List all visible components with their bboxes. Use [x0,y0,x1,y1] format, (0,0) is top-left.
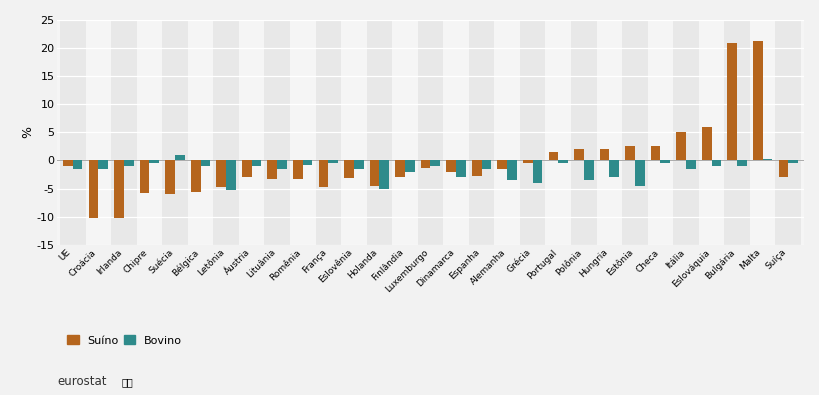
Bar [548,152,558,160]
Bar [290,20,315,245]
Bar [762,159,771,160]
Bar [341,20,366,245]
Bar [519,20,545,245]
Bar [302,160,312,165]
Bar [226,160,236,190]
Y-axis label: %: % [20,126,34,138]
Bar [647,20,672,245]
Bar [165,160,174,194]
Bar [672,20,698,245]
Bar [471,160,481,176]
Bar [523,160,532,163]
Bar [379,160,389,189]
Bar [315,20,341,245]
Bar [624,147,634,160]
Bar [63,160,73,166]
Bar [558,160,568,163]
Bar [395,160,405,177]
Bar [292,160,302,179]
Bar [137,20,162,245]
Bar [354,160,363,169]
Bar [405,160,414,172]
Bar [139,160,149,193]
Bar [443,20,468,245]
Bar [201,160,210,166]
Bar [369,160,379,186]
Bar [238,20,264,245]
Bar [318,160,328,188]
Bar [455,160,465,177]
Bar [188,20,213,245]
Bar [251,160,261,166]
Bar [497,160,506,169]
Legend: Suíno, Bovino: Suíno, Bovino [63,331,187,350]
Bar [213,20,238,245]
Bar [596,20,622,245]
Bar [494,20,519,245]
Bar [481,160,491,169]
Bar [430,160,440,166]
Bar [264,20,290,245]
Text: 🇪🇺: 🇪🇺 [121,377,133,387]
Bar [583,160,593,180]
Bar [609,160,618,177]
Bar [267,160,277,179]
Bar [573,149,583,160]
Bar [468,20,494,245]
Bar [60,20,85,245]
Bar [242,160,251,177]
Bar [328,160,337,163]
Bar [417,20,443,245]
Bar [775,20,800,245]
Bar [277,160,287,169]
Bar [73,160,83,169]
Bar [698,20,723,245]
Bar [777,160,787,177]
Bar [506,160,516,180]
Bar [634,160,644,186]
Bar [124,160,133,166]
Bar [446,160,455,172]
Bar [420,160,430,168]
Bar [676,132,686,160]
Bar [622,20,647,245]
Bar [88,160,98,218]
Bar [149,160,159,163]
Bar [114,160,124,218]
Bar [162,20,188,245]
Bar [752,41,762,160]
Bar [726,43,736,160]
Bar [711,160,721,166]
Bar [344,160,354,179]
Bar [659,160,669,163]
Bar [216,160,226,187]
Bar [191,160,201,192]
Bar [570,20,596,245]
Bar [366,20,391,245]
Bar [686,160,695,169]
Bar [599,149,609,160]
Bar [111,20,137,245]
Bar [532,160,541,183]
Text: eurostat: eurostat [57,375,106,388]
Bar [174,155,184,160]
Bar [98,160,108,169]
Bar [723,20,749,245]
Bar [85,20,111,245]
Bar [736,160,746,166]
Bar [701,127,711,160]
Bar [545,20,570,245]
Bar [650,147,659,160]
Bar [787,160,797,163]
Bar [749,20,775,245]
Bar [391,20,417,245]
